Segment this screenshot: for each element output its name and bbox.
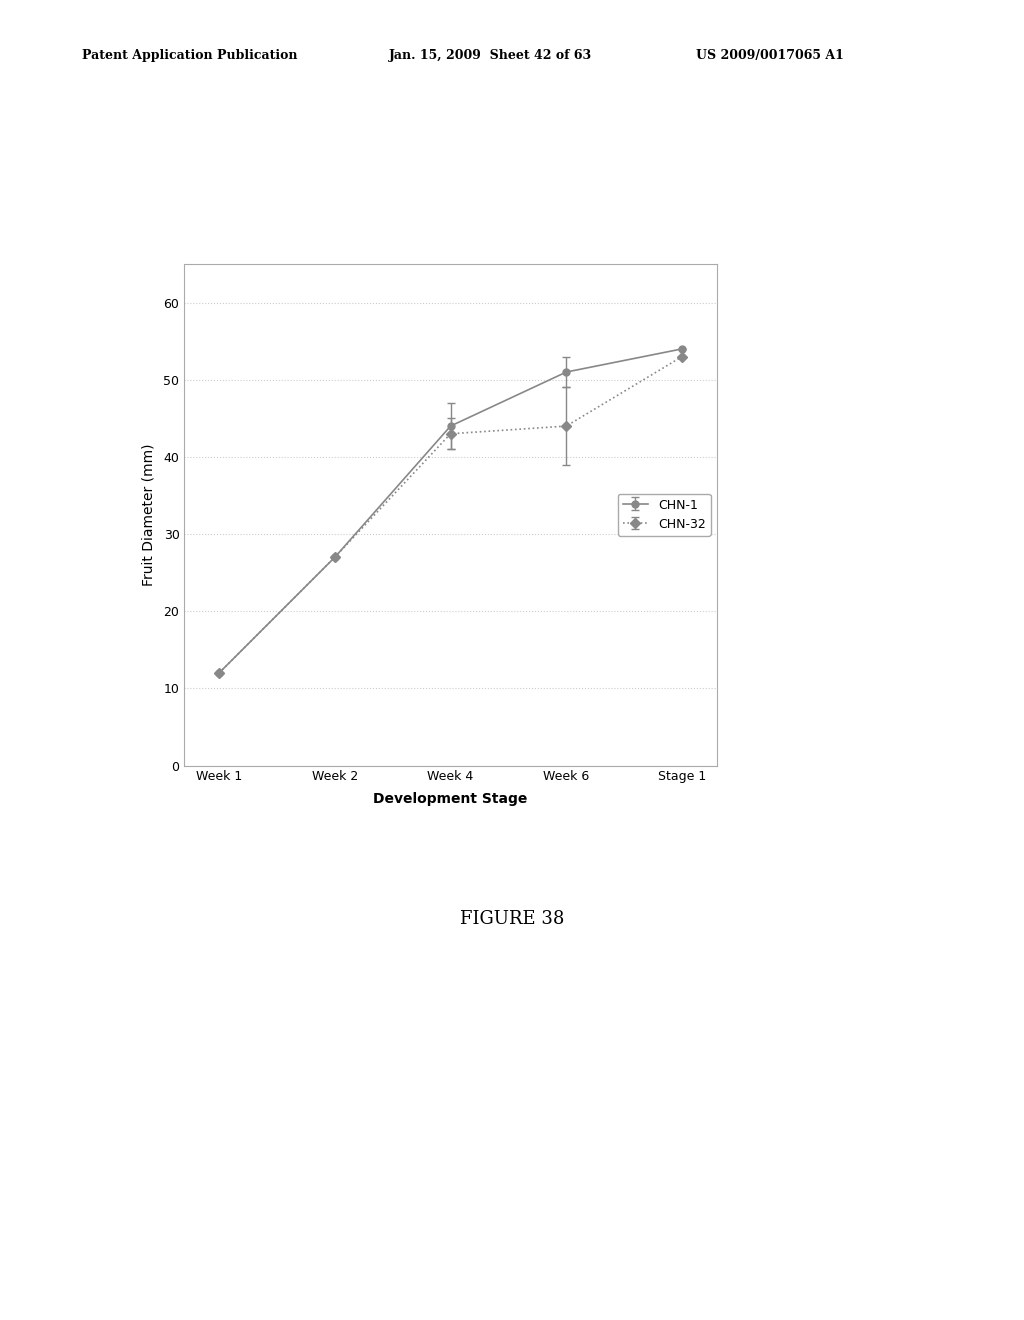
X-axis label: Development Stage: Development Stage	[374, 792, 527, 805]
Text: Jan. 15, 2009  Sheet 42 of 63: Jan. 15, 2009 Sheet 42 of 63	[389, 49, 592, 62]
Text: US 2009/0017065 A1: US 2009/0017065 A1	[696, 49, 844, 62]
Text: Patent Application Publication: Patent Application Publication	[82, 49, 297, 62]
Legend: CHN-1, CHN-32: CHN-1, CHN-32	[617, 494, 711, 536]
Text: FIGURE 38: FIGURE 38	[460, 909, 564, 928]
Y-axis label: Fruit Diameter (mm): Fruit Diameter (mm)	[141, 444, 155, 586]
